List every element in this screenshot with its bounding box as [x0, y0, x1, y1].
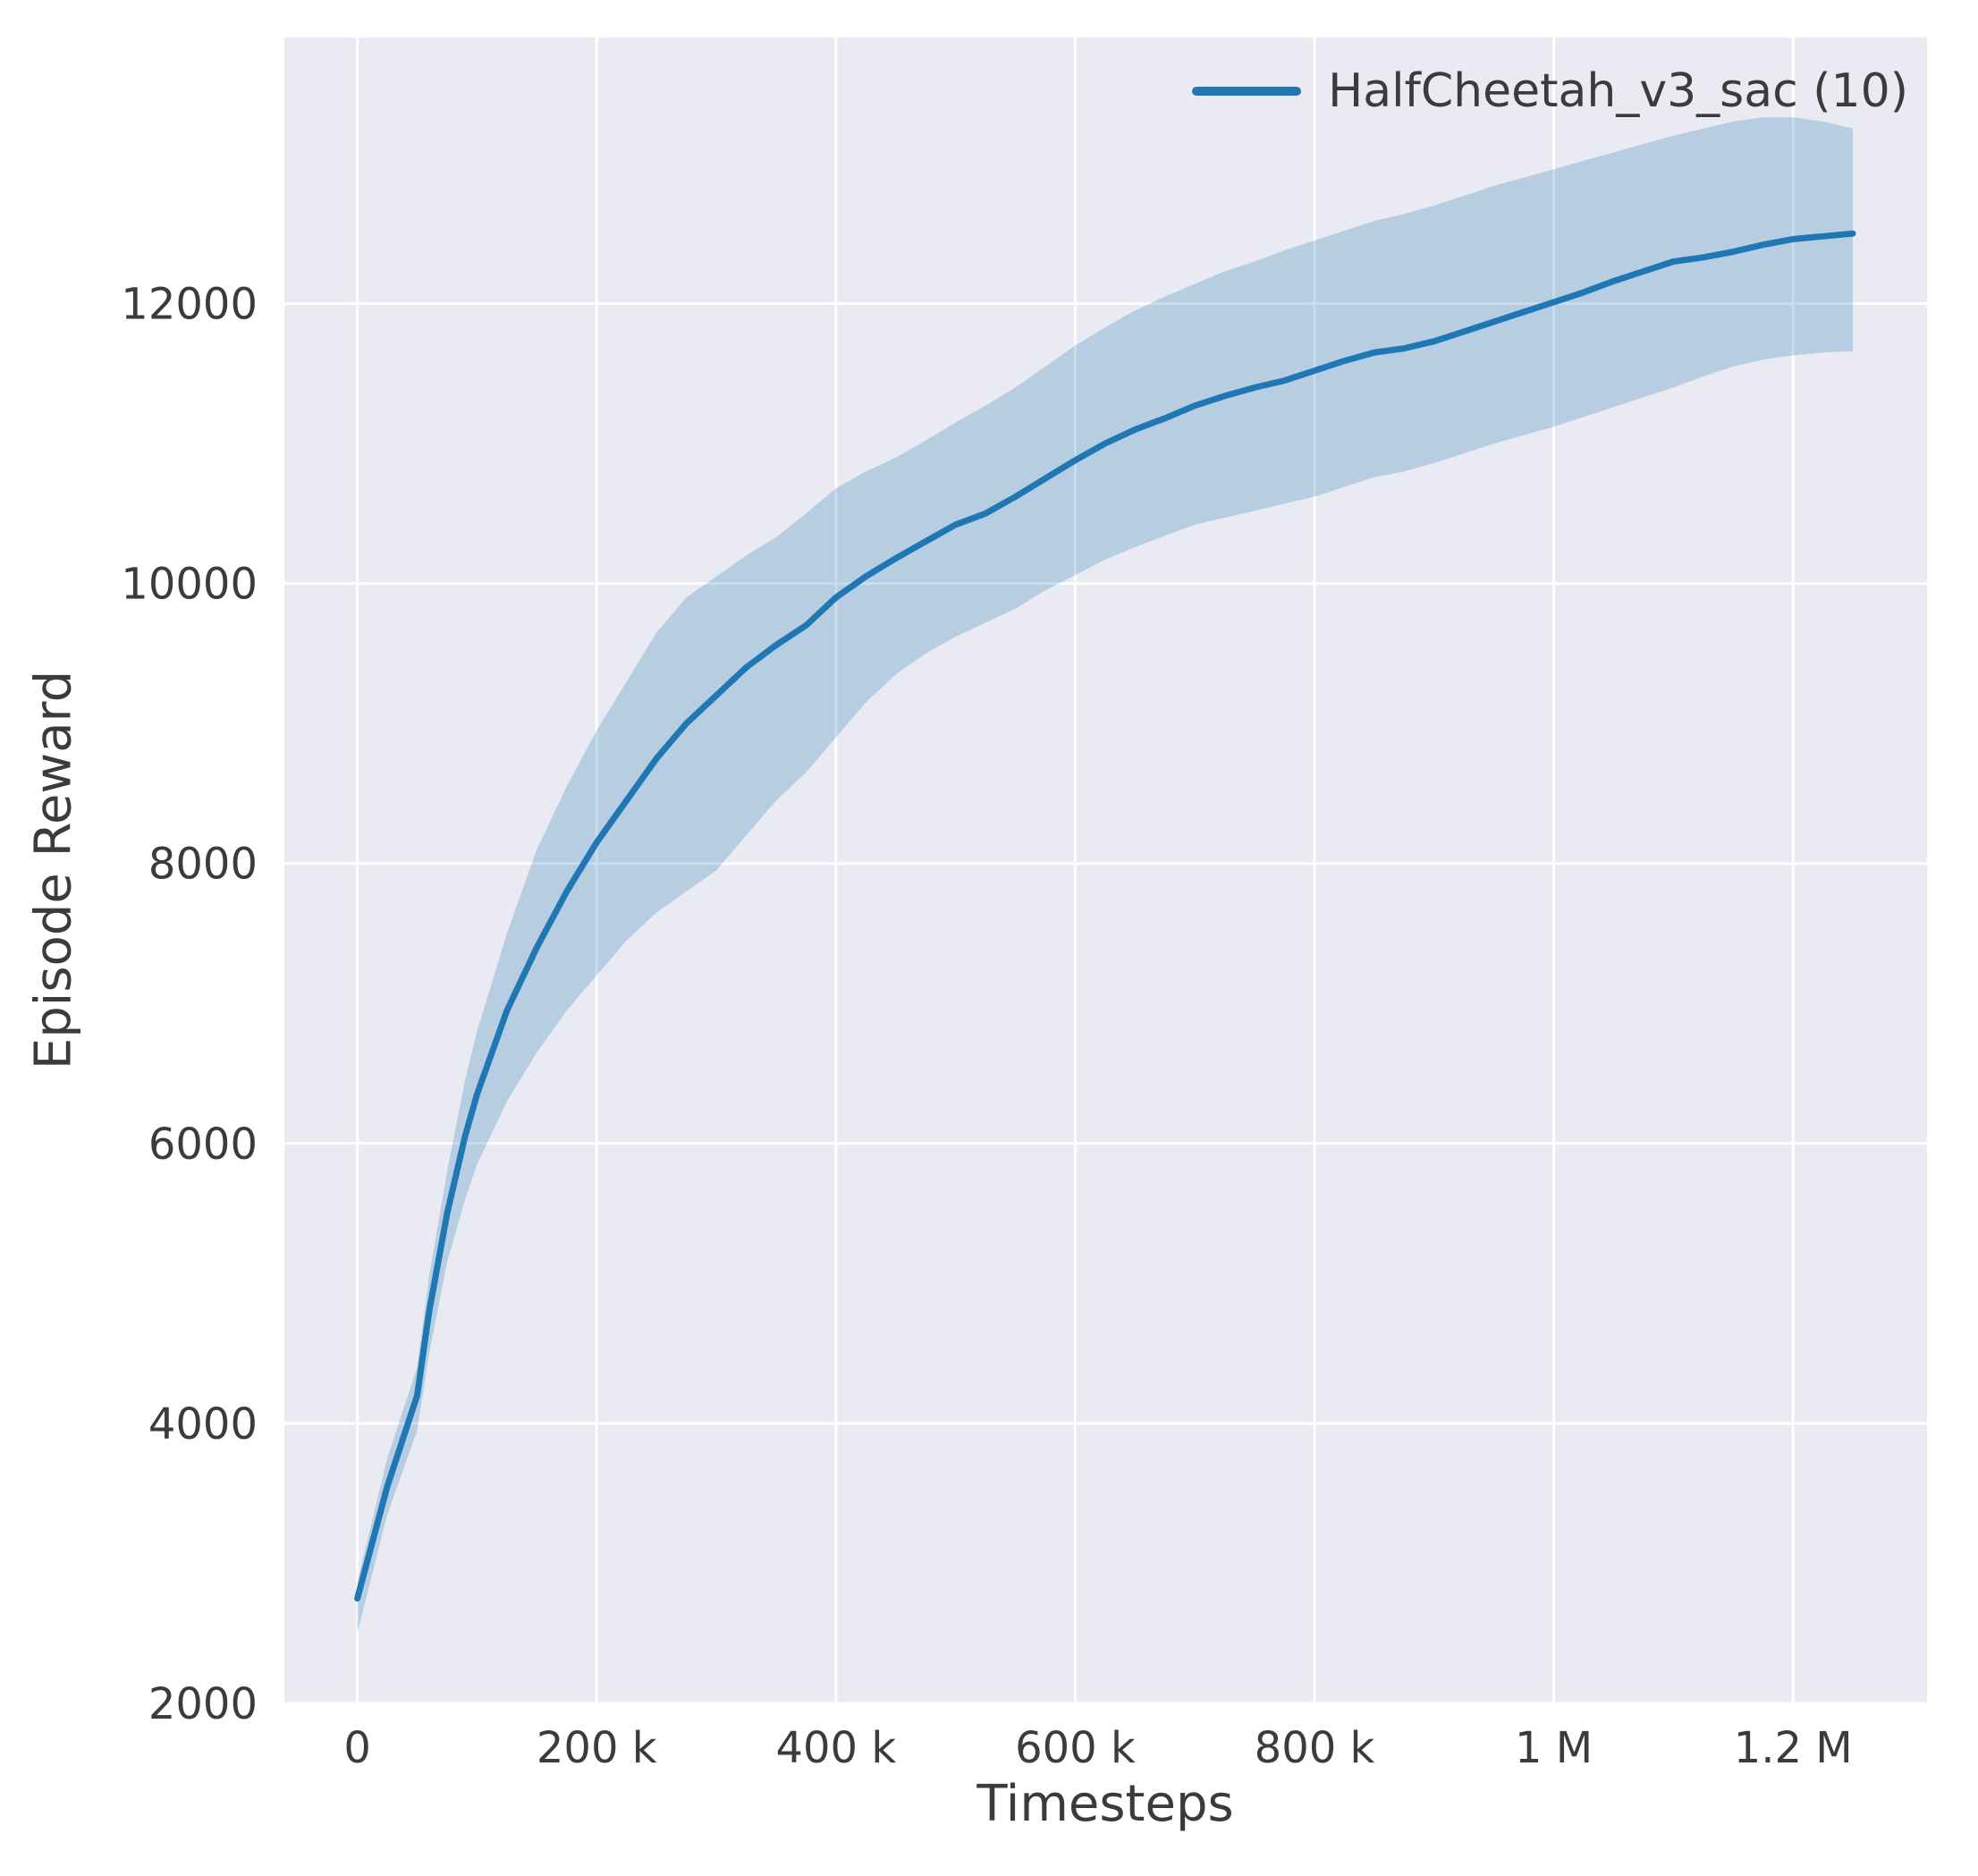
- x-tick-label: 400 k: [775, 1723, 896, 1773]
- y-tick-label: 6000: [148, 1120, 258, 1170]
- x-tick-label: 1 M: [1515, 1723, 1593, 1773]
- x-tick-label: 200 k: [537, 1723, 657, 1773]
- legend-line-swatch: [1192, 87, 1302, 96]
- x-tick-label: 1.2 M: [1734, 1723, 1853, 1773]
- x-tick-label: 0: [343, 1723, 371, 1773]
- confidence-band: [357, 117, 1854, 1634]
- y-tick-label: 8000: [148, 840, 258, 890]
- mean-line: [354, 230, 1856, 1602]
- y-tick-label: 4000: [148, 1399, 258, 1449]
- x-axis-label: Timesteps: [976, 1775, 1234, 1833]
- y-axis-label: Episode Reward: [24, 670, 83, 1070]
- y-tick-label: 12000: [121, 280, 258, 330]
- x-tick-label: 600 k: [1015, 1723, 1136, 1773]
- legend-label: HalfCheetah_v3_sac (10): [1328, 64, 1908, 118]
- x-tick-label: 800 k: [1255, 1723, 1375, 1773]
- y-tick-label: 2000: [148, 1679, 258, 1729]
- plot-background: [284, 38, 1927, 1703]
- y-tick-label: 10000: [121, 560, 258, 610]
- legend: HalfCheetah_v3_sac (10): [1192, 64, 1908, 118]
